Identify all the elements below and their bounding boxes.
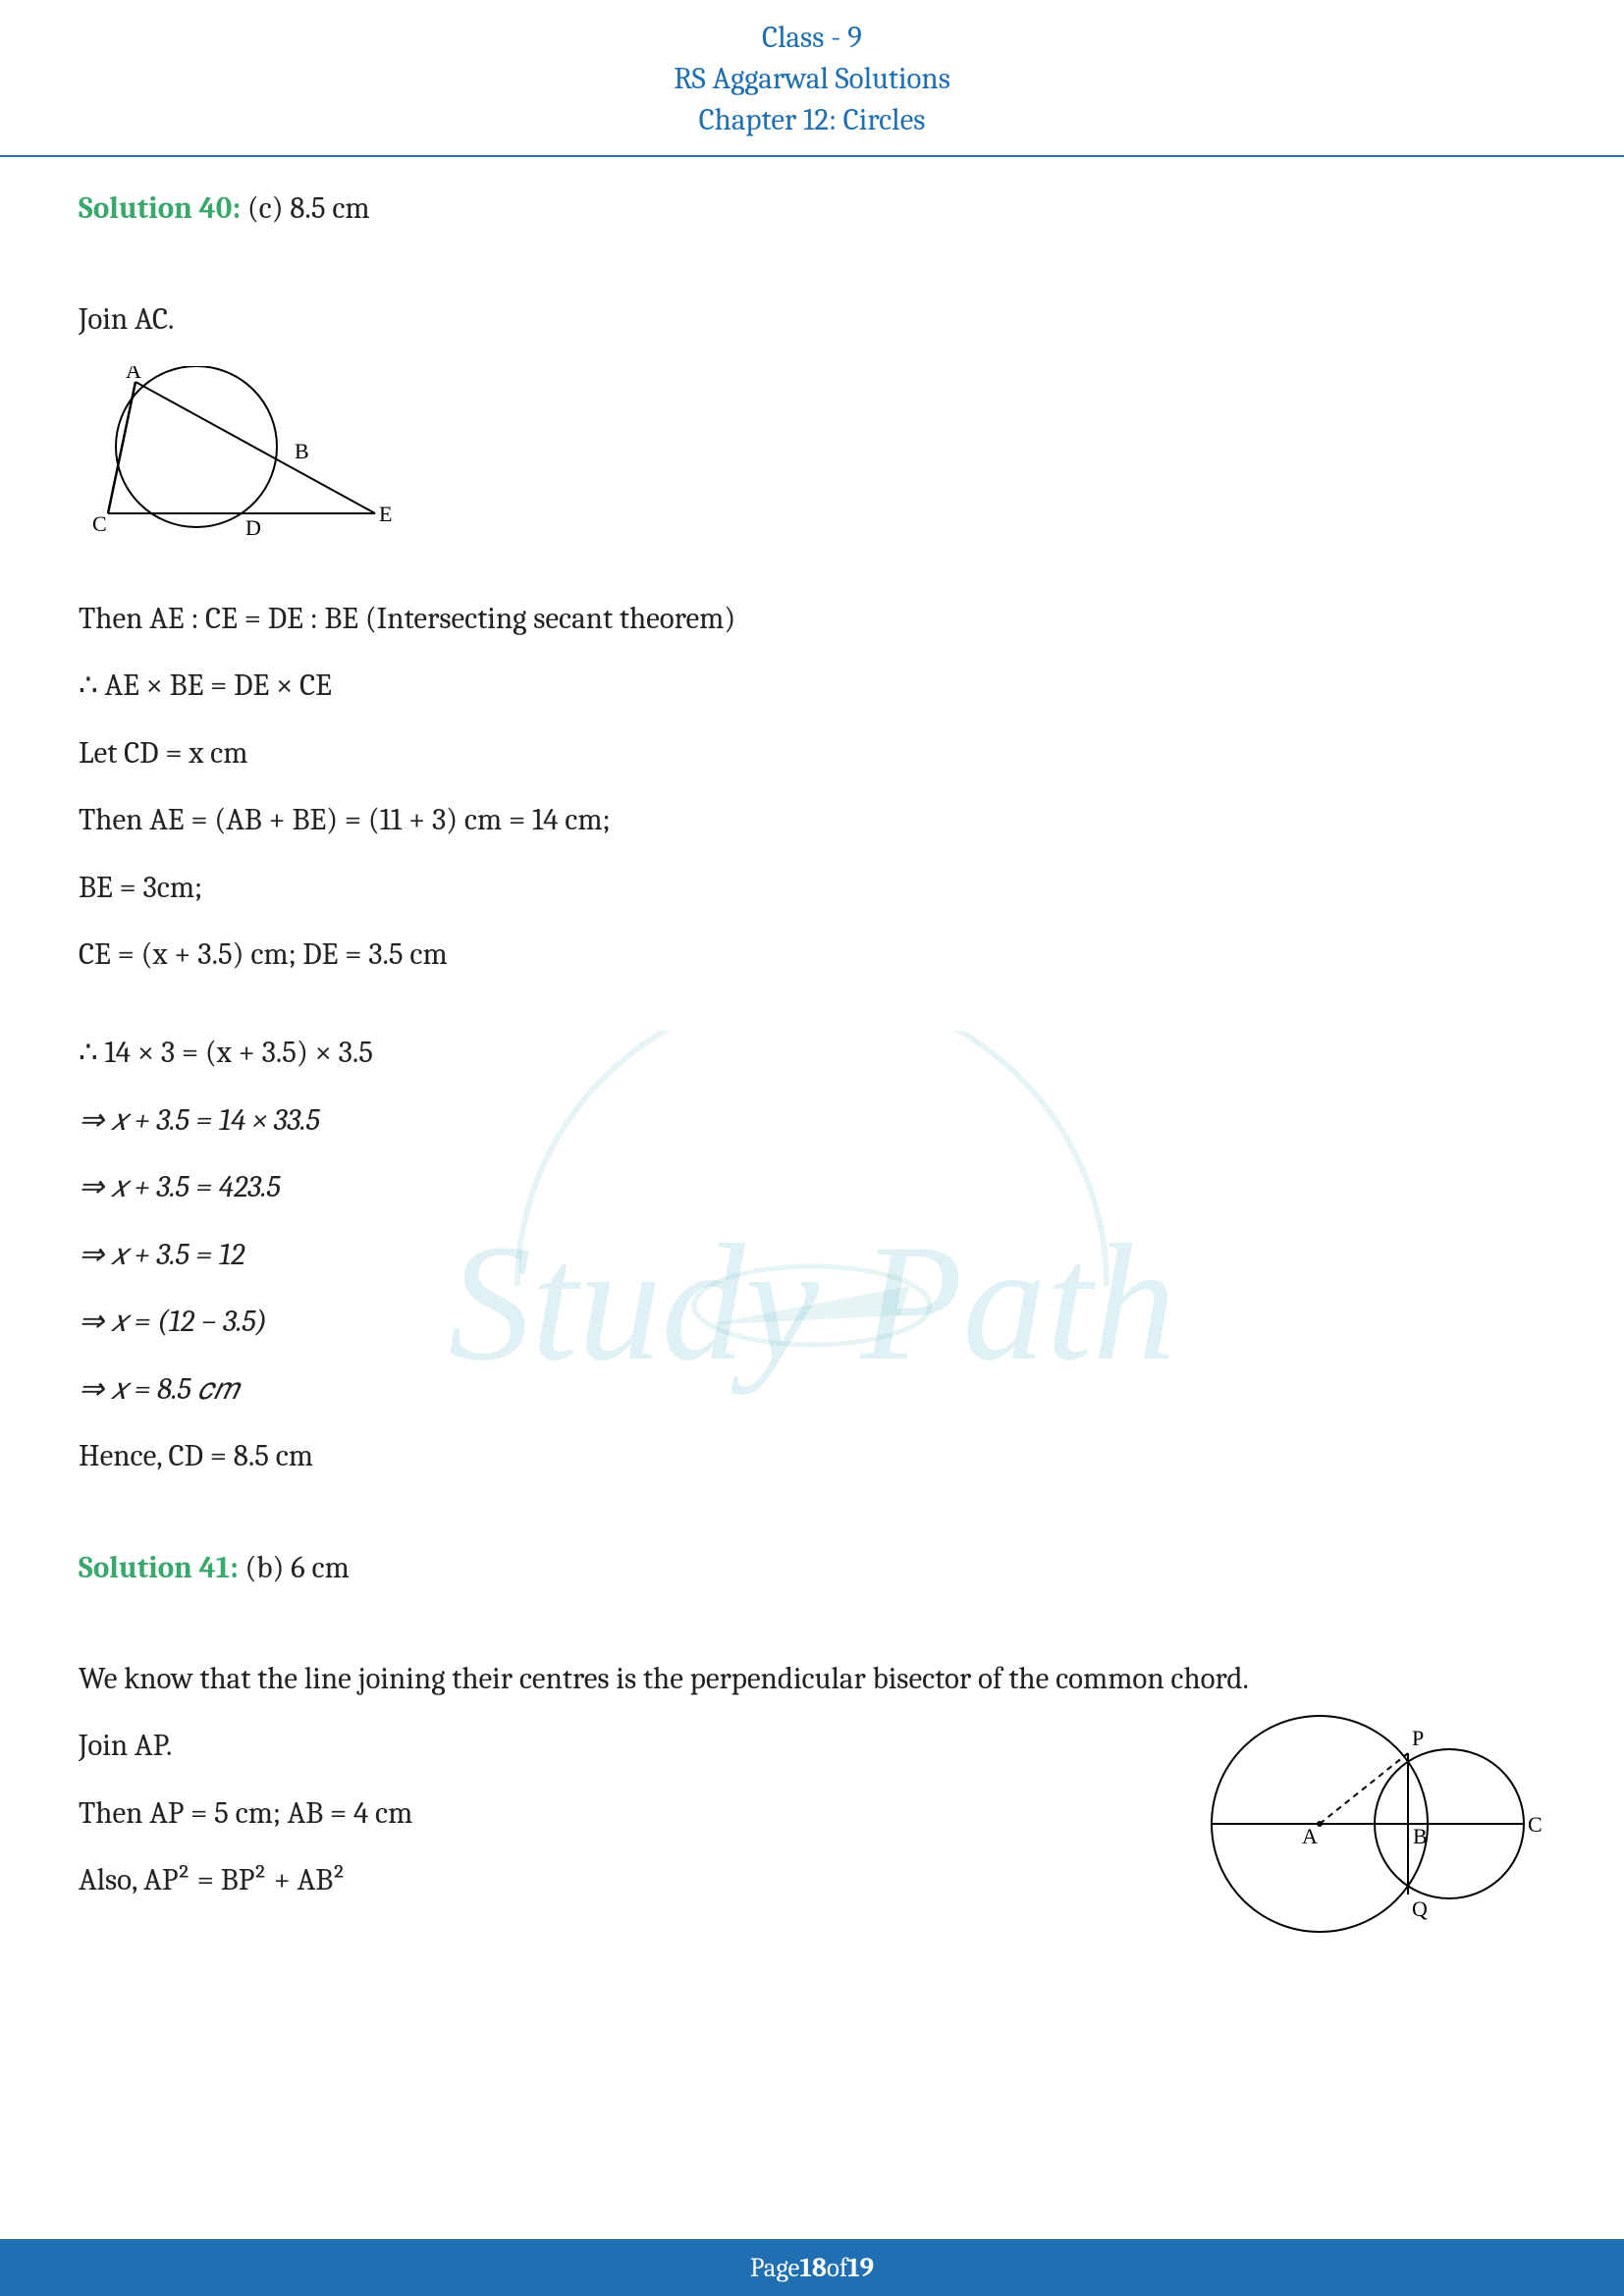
s40-step-1: ∴ AE × BE = DE × CE [79, 656, 1545, 715]
svg-text:D: D [245, 515, 261, 540]
header-book: RS Aggarwal Solutions [0, 59, 1624, 100]
page-footer: Page 18 of 19 [0, 2239, 1624, 2296]
svg-text:C: C [1528, 1812, 1543, 1837]
page-content: Solution 40: (c) 8.5 cm Join AC. A B C D… [0, 157, 1624, 2056]
footer-current: 18 [799, 2253, 826, 2283]
svg-text:A: A [126, 366, 141, 383]
s40-step-3: Then AE = (AB + BE) = (11 + 3) cm = 14 c… [79, 790, 1545, 849]
solution-41-intro: We know that the line joining their cent… [79, 1649, 1545, 1708]
s40-step-0: Then AE : CE = DE : BE (Intersecting sec… [79, 589, 1545, 648]
solution-40-answer: (c) 8.5 cm [247, 190, 370, 226]
svg-text:B: B [1413, 1824, 1428, 1848]
svg-text:P: P [1412, 1726, 1424, 1750]
svg-text:A: A [1302, 1824, 1318, 1848]
s40-step-9: ⇒ 𝑥 + 3.5 = 423.5 [79, 1157, 1545, 1216]
solution-41-diagram: A B C P Q [1202, 1706, 1545, 1971]
footer-prefix: Page [750, 2253, 800, 2283]
s40-step-7: ∴ 14 × 3 = (x + 3.5) × 3.5 [79, 1023, 1545, 1082]
solution-41-label: Solution 41: [79, 1550, 239, 1585]
svg-text:Q: Q [1412, 1896, 1428, 1921]
svg-text:E: E [379, 502, 392, 526]
s40-step-12: ⇒ 𝑥 = 8.5 𝑐𝑚 [79, 1360, 1545, 1418]
footer-total: 19 [847, 2253, 874, 2283]
svg-text:B: B [295, 439, 309, 463]
header-chapter: Chapter 12: Circles [0, 100, 1624, 141]
solution-41-heading: Solution 41: (b) 6 cm [79, 1538, 1545, 1597]
s40-step-11: ⇒ 𝑥 = (12 − 3.5) [79, 1292, 1545, 1351]
solution-40-label: Solution 40: [79, 190, 241, 226]
solution-40-heading: Solution 40: (c) 8.5 cm [79, 179, 1545, 238]
svg-text:C: C [92, 511, 107, 536]
s40-step-13: Hence, CD = 8.5 cm [79, 1426, 1545, 1485]
s40-step-10: ⇒ 𝑥 + 3.5 = 12 [79, 1225, 1545, 1284]
header-class: Class - 9 [0, 18, 1624, 59]
secant-diagram-svg: A B C D E [79, 366, 403, 543]
solution-41-answer: (b) 6 cm [245, 1550, 350, 1585]
s40-step-2: Let CD = x cm [79, 723, 1545, 782]
solution-40-join: Join AC. [79, 290, 1545, 348]
s40-step-4: BE = 3cm; [79, 858, 1545, 917]
s40-step-5: CE = (x + 3.5) cm; DE = 3.5 cm [79, 925, 1545, 984]
s40-step-8: ⇒ 𝑥 + 3.5 = 14 × 33.5 [79, 1091, 1545, 1149]
page-header: Class - 9 RS Aggarwal Solutions Chapter … [0, 0, 1624, 157]
solution-40-diagram: A B C D E [79, 366, 1545, 562]
intersecting-circles-svg: A B C P Q [1202, 1706, 1545, 1951]
footer-middle: of [827, 2253, 847, 2283]
